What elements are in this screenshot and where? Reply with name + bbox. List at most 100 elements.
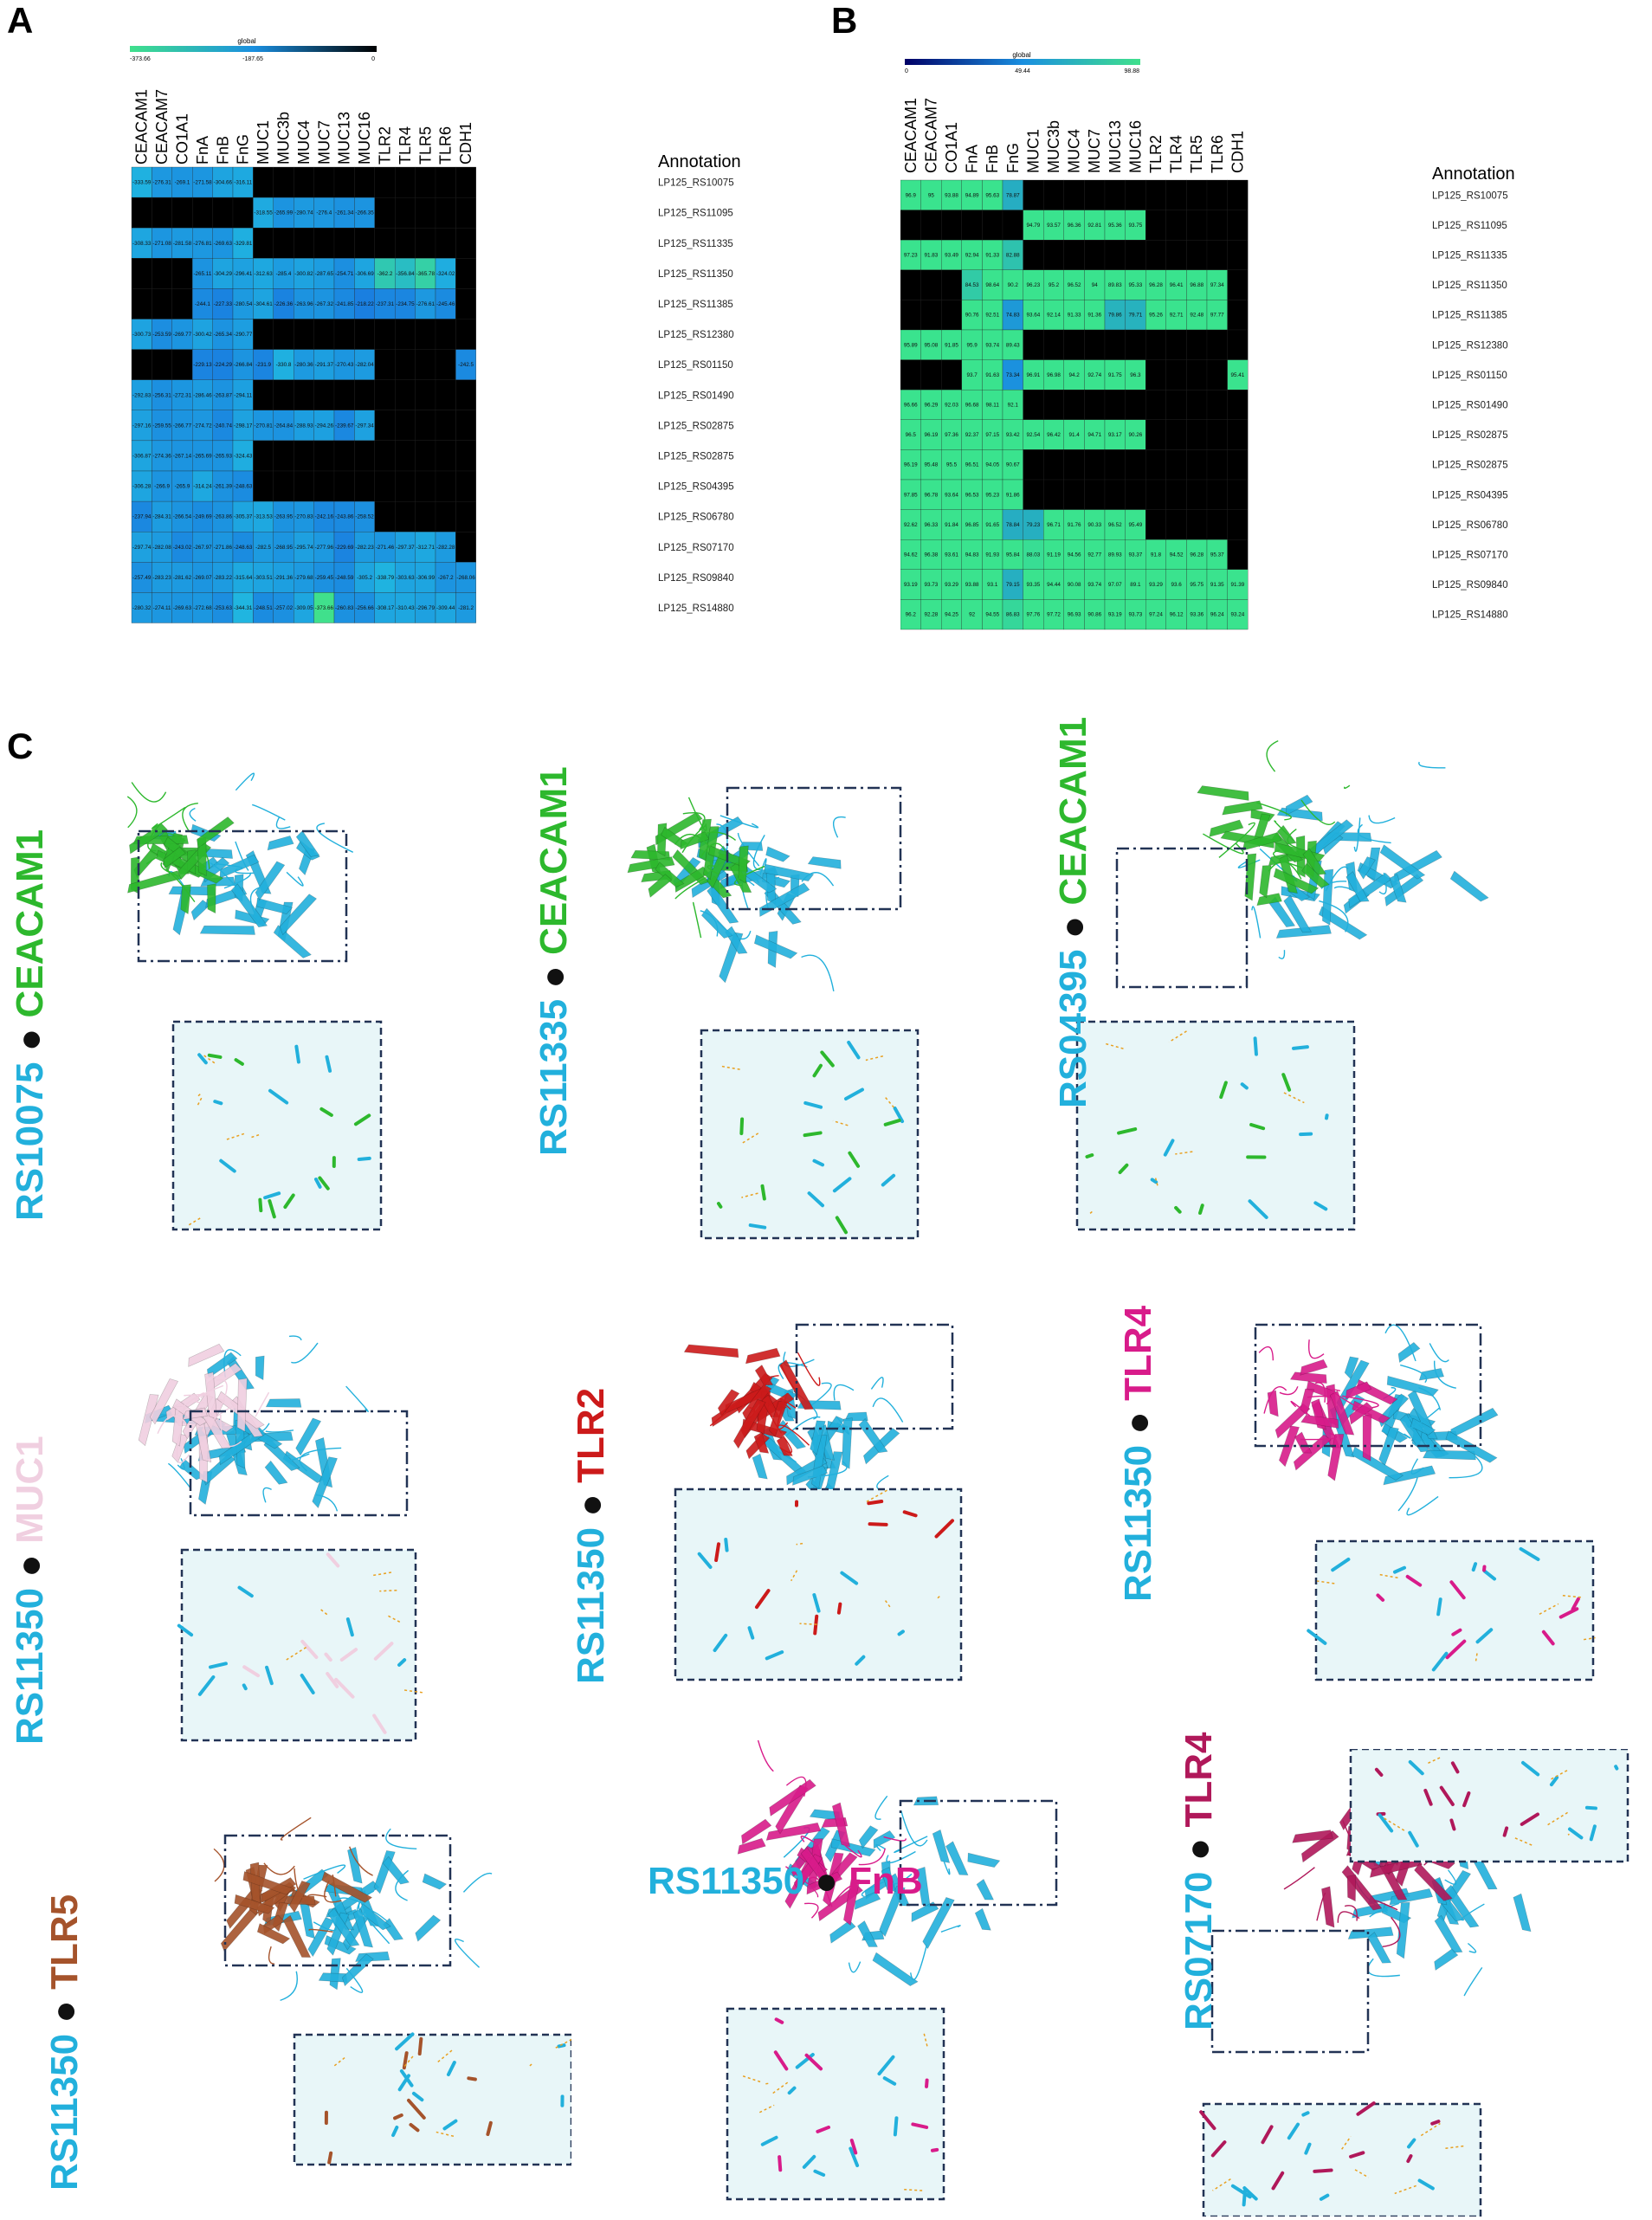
ribbon-strand [707, 884, 739, 924]
cell-value: -282.5 [255, 545, 271, 551]
heatmap-cell [1165, 179, 1187, 210]
cell-value: -231.9 [255, 362, 271, 368]
heatmap-cell [415, 500, 436, 532]
cell-value: 74.83 [1006, 313, 1020, 319]
loop-coil [184, 1393, 210, 1397]
row-label: LP125_RS02875 [1432, 461, 1508, 471]
hydrogen-bond [866, 1489, 888, 1503]
hydrogen-bond [883, 1095, 894, 1108]
heatmap-cell [354, 319, 375, 350]
loop-coil [807, 1460, 848, 1478]
residue-stick [1449, 1580, 1466, 1600]
ribbon-strand [1450, 1407, 1499, 1439]
column-label: TLR2 [1147, 135, 1165, 173]
row-label: LP125_RS01490 [1432, 401, 1508, 411]
residue-stick [747, 1626, 755, 1640]
residue-stick [1471, 1562, 1478, 1572]
row-label: LP125_RS07170 [1432, 551, 1508, 561]
ribbon-strand [655, 862, 685, 887]
heatmap-cell [455, 410, 476, 442]
loop-coil [1418, 1386, 1442, 1410]
cell-value: 93.49 [945, 253, 958, 259]
residue-stick [877, 2055, 895, 2076]
ribbon-strand [1301, 862, 1330, 888]
ribbon-strand [831, 1802, 850, 1848]
heatmap-cell [1084, 479, 1106, 510]
column-label: MUC3b [275, 112, 293, 165]
ribbon-strand [1379, 844, 1426, 880]
loop-coil [1344, 784, 1351, 790]
cell-value: -284.31 [152, 514, 171, 520]
residue-stick [697, 1552, 713, 1569]
cell-value: 97.72 [1047, 612, 1061, 618]
cell-value: 94.25 [945, 612, 958, 618]
column-label: FnB [984, 145, 1001, 173]
ribbon-strand [1434, 1948, 1459, 1972]
loop-coil [1333, 886, 1352, 890]
cell-value: 97.85 [904, 492, 918, 498]
heatmap-cell [1186, 210, 1208, 241]
ribbon-strand [163, 846, 186, 869]
cell-value: -285.4 [276, 271, 292, 277]
heatmap-a-annotation-header: Annotation [658, 152, 741, 171]
loop-coil [801, 872, 835, 887]
loop-coil [682, 812, 706, 831]
loop-coil [1307, 1395, 1331, 1405]
ribbon-strand [279, 894, 318, 936]
protein-name: RS11350 [43, 2033, 86, 2191]
heatmap-cell [1227, 390, 1249, 420]
cell-value: 84.53 [965, 282, 979, 288]
hydrogen-bond [1384, 1817, 1405, 1832]
residue-stick [177, 1623, 194, 1637]
ribbon-strand [765, 1822, 822, 1841]
residue-stick [242, 1683, 248, 1691]
cell-value: 96.71 [1047, 522, 1061, 528]
ribbon-strand [171, 1433, 189, 1463]
heatmap-a-cells: -333.59 -276.31 -269.1 -271.58 -304.66 -316.1… [131, 166, 476, 623]
structure-label: RS07170 ● TLR4 [1178, 1732, 1221, 2030]
ribbon-strand [683, 1344, 739, 1358]
cell-value: -259.55 [152, 423, 171, 429]
cell-value: -265.11 [193, 271, 211, 277]
heatmap-cell [1084, 449, 1106, 481]
residue-stick [209, 1662, 228, 1669]
heatmap-cell [374, 228, 396, 259]
heatmap-cell [900, 269, 921, 300]
cell-value: 90.86 [1087, 612, 1101, 618]
cell-value: -306.99 [416, 575, 436, 581]
residue-stick [1198, 1204, 1204, 1215]
partner-name: FnB [849, 1860, 923, 1902]
residue-stick [1249, 1122, 1266, 1131]
heatmap-b: global 0 49.44 98.88 CEACAM1 CEACAM7 CO1A1… [900, 52, 1515, 630]
residue-stick [868, 1522, 888, 1526]
cell-value: 96.93 [1068, 612, 1081, 618]
residue-stick [219, 1158, 236, 1173]
residue-stick [300, 1674, 315, 1694]
row-label: LP125_RS12380 [658, 330, 734, 340]
interface-box [899, 1799, 1058, 1907]
protein-name: RS10075 [9, 1062, 51, 1221]
loop-coil [145, 844, 182, 865]
heatmap-cell [961, 210, 983, 241]
residue-stick [812, 1063, 823, 1078]
cell-value: -269.63 [214, 241, 233, 247]
cell-value: 96.5 [906, 432, 917, 438]
heatmap-cell [1165, 479, 1187, 510]
cell-value: -237.94 [132, 514, 152, 520]
residue-stick [399, 2068, 414, 2088]
structure-label: RS11350 ● TLR5 [43, 1894, 87, 2191]
loop-coil [1319, 900, 1349, 933]
partner-name: CEACAM1 [1052, 716, 1094, 906]
heatmap-cell [920, 210, 942, 241]
heatmap-cell [1145, 419, 1166, 450]
heatmap-cell [1165, 390, 1187, 420]
ribbon-strand [974, 1907, 991, 1931]
ribbon-strand [1289, 1371, 1327, 1384]
residue-stick [1313, 2168, 1333, 2173]
loop-coil [700, 910, 719, 937]
hydrogen-bond [791, 1570, 798, 1582]
cell-value: -274.72 [193, 423, 212, 429]
cell-value: 91.75 [1108, 372, 1122, 378]
heatmap-cell [1145, 390, 1166, 420]
loop-coil [832, 816, 846, 838]
